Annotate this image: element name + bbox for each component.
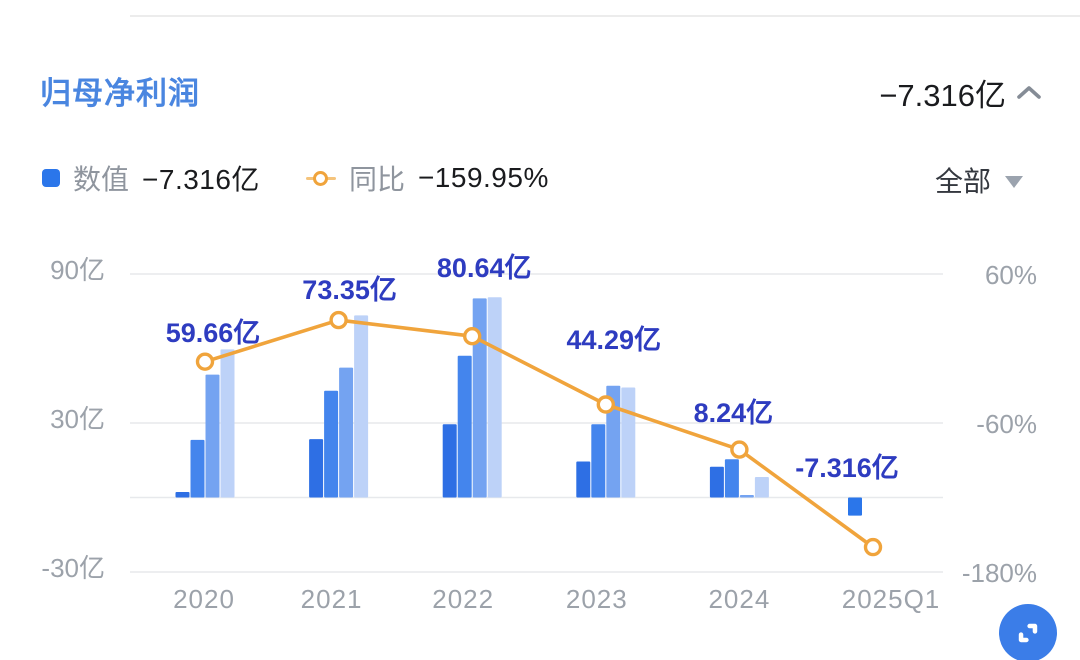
bar[interactable]: [709, 466, 724, 498]
right-axis-tick: -180%: [962, 558, 1037, 588]
yoy-marker[interactable]: [195, 352, 215, 371]
bar-annual-label: 73.35亿: [302, 275, 397, 305]
bar-annual-label: 59.66亿: [166, 318, 261, 348]
bar[interactable]: [190, 439, 205, 498]
x-axis-label: 2024: [708, 584, 770, 614]
x-axis-label: 2023: [566, 584, 628, 614]
period-filter-label: 全部: [934, 166, 991, 197]
bar-series-swatch-icon: [42, 169, 60, 187]
legend-item-yoy[interactable]: 同比 −159.95%: [305, 158, 549, 198]
chevron-up-icon: [1016, 84, 1042, 101]
x-axis-label: 2020: [173, 584, 235, 614]
bar-annual-label: -7.316亿: [795, 453, 899, 483]
bar-annual-label: 8.24亿: [694, 398, 774, 428]
legend-value-number: −7.316亿: [142, 164, 260, 195]
bar-annual-label: 44.29亿: [567, 325, 662, 355]
line-series-marker-icon: [305, 169, 336, 187]
labels-layer: 90亿 30亿 -30亿 60% -60% -180% 2020 2021 2022 2023 20…: [41, 253, 1037, 614]
bars-layer: [175, 297, 862, 516]
page-title: 归母净利润: [40, 76, 200, 111]
left-axis-tick: 90亿: [50, 255, 105, 285]
legend-item-value[interactable]: 数值 −7.316亿: [42, 158, 260, 198]
legend-yoy-number: −159.95%: [417, 162, 549, 193]
left-axis-tick: 30亿: [50, 404, 105, 434]
yoy-marker[interactable]: [596, 395, 615, 414]
metric-collapse-toggle[interactable]: −7.316亿: [879, 70, 1042, 115]
period-filter-dropdown[interactable]: 全部: [935, 160, 1023, 200]
bar[interactable]: [457, 355, 472, 498]
bar[interactable]: [309, 439, 324, 498]
x-axis-label: 2021: [301, 584, 363, 614]
yoy-line: [204, 318, 875, 549]
bar[interactable]: [220, 349, 235, 498]
yoy-marker[interactable]: [730, 440, 749, 459]
metric-current-value: −7.316亿: [879, 78, 1006, 113]
yoy-marker[interactable]: [863, 537, 883, 557]
yoy-line-layer: [195, 310, 883, 557]
bar[interactable]: [754, 477, 769, 498]
left-axis-tick: -30亿: [41, 553, 105, 583]
bar[interactable]: [354, 315, 369, 498]
bar-annual-label: 80.64亿: [437, 253, 532, 283]
legend: 数值 −7.316亿 同比 −159.95%: [42, 158, 549, 198]
right-axis-tick: 60%: [985, 260, 1037, 290]
bar[interactable]: [591, 424, 606, 498]
bar[interactable]: [205, 374, 220, 498]
x-axis-label: 2025Q1: [842, 584, 941, 614]
bar[interactable]: [576, 461, 591, 498]
yoy-marker[interactable]: [329, 310, 348, 330]
x-axis-label: 2022: [432, 584, 494, 614]
bar[interactable]: [472, 298, 487, 498]
bar[interactable]: [442, 424, 457, 498]
expand-icon: [1018, 623, 1038, 643]
legend-yoy-label: 同比: [348, 164, 405, 195]
bar[interactable]: [724, 459, 739, 498]
bar[interactable]: [621, 387, 636, 498]
bar[interactable]: [175, 492, 190, 498]
chevron-down-icon: [1005, 175, 1023, 188]
bar[interactable]: [739, 495, 754, 498]
bar[interactable]: [487, 297, 502, 498]
expand-chart-button[interactable]: [999, 604, 1057, 660]
bar[interactable]: [848, 497, 862, 516]
yoy-marker[interactable]: [463, 327, 482, 346]
bar[interactable]: [324, 390, 339, 498]
bar[interactable]: [606, 385, 621, 498]
legend-value-label: 数值: [73, 164, 130, 195]
bar[interactable]: [339, 367, 354, 498]
top-divider: [130, 15, 1080, 17]
right-axis-tick: -60%: [976, 409, 1037, 439]
